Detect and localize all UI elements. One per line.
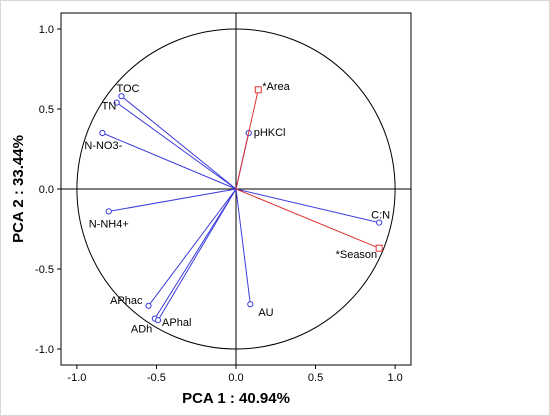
x-tick-label: -0.5 xyxy=(147,372,166,384)
x-tick-label: 0.5 xyxy=(308,372,323,384)
point-marker-n-no3 xyxy=(99,129,106,137)
vector-line-aphal xyxy=(157,188,237,321)
vector-line-season xyxy=(235,188,380,249)
variable-label-c-n: C:N xyxy=(371,210,390,222)
point-marker-aphac xyxy=(145,302,152,309)
point-marker-au xyxy=(247,301,254,308)
variable-label-area: *Area xyxy=(262,81,290,93)
point-marker-aphal xyxy=(154,317,162,324)
y-tick-label: 1.0 xyxy=(39,24,54,36)
variable-label-toc: TOC xyxy=(116,83,139,95)
vector-line-n-nh4 xyxy=(108,188,237,212)
x-axis-title: PCA 1 : 40.94% xyxy=(182,390,290,407)
point-marker-season xyxy=(375,244,383,252)
x-tick-label: 1.0 xyxy=(387,372,402,384)
variable-label-tn: TN xyxy=(102,101,117,113)
y-tick-label: -1.0 xyxy=(35,344,54,356)
unit-circle xyxy=(76,28,396,350)
variable-label-n-no3: N-NO3- xyxy=(84,140,122,152)
point-marker-toc xyxy=(118,93,125,100)
vector-line-tn xyxy=(116,102,237,190)
vector-line-n-no3 xyxy=(102,132,237,190)
vector-line-area xyxy=(235,89,259,190)
variable-label-adh: ADh xyxy=(131,324,152,336)
vector-line-c-n xyxy=(235,188,380,224)
vector-line-aphac xyxy=(148,188,237,307)
point-marker-tn xyxy=(113,99,120,106)
variable-label-season: *Season xyxy=(336,249,378,261)
x-tick-label: -1.0 xyxy=(67,372,86,384)
y-tick-label: 0.5 xyxy=(39,104,54,116)
y-tick-label: -0.5 xyxy=(35,264,54,276)
vector-line-toc xyxy=(121,95,237,190)
point-marker-area xyxy=(254,86,262,94)
variable-label-phkcl: pHKCl xyxy=(254,127,286,139)
point-marker-n-nh4 xyxy=(105,208,112,215)
variable-label-aphac: APhac xyxy=(110,295,143,307)
vector-line-au xyxy=(235,188,251,305)
vector-line-adh xyxy=(154,188,237,319)
y-axis-title: PCA 2 : 33.44% xyxy=(10,135,27,243)
y-tick-label: 0.0 xyxy=(39,184,54,196)
variable-label-aphal: APhal xyxy=(162,317,191,329)
variable-label-n-nh4: N-NH4+ xyxy=(89,218,129,230)
x-tick-label: 0.0 xyxy=(228,372,243,384)
variable-label-au: AU xyxy=(258,307,273,319)
point-marker-c-n xyxy=(376,219,383,226)
